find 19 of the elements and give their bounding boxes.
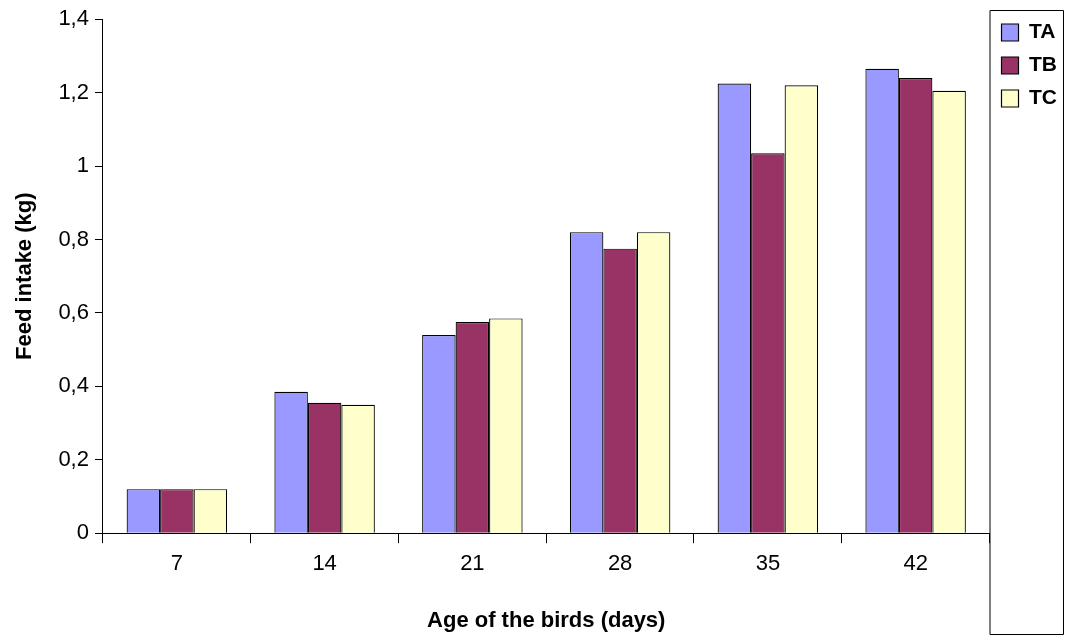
y-tick-label: 0 <box>76 519 89 545</box>
x-tick-label: 28 <box>607 550 633 576</box>
x-tick-label: 7 <box>170 550 183 576</box>
legend-label: TC <box>1029 85 1058 109</box>
x-tick-label: 42 <box>903 550 928 576</box>
y-tick-label: 1,4 <box>58 5 89 31</box>
y-tick-label: 1 <box>76 152 89 178</box>
y-tick-label: 1,2 <box>58 78 89 104</box>
legend-label: TB <box>1029 52 1058 76</box>
legend-label: TA <box>1029 19 1056 43</box>
y-axis-title: Feed intake (kg) <box>11 192 37 360</box>
x-axis-title: Age of the birds (days) <box>427 606 666 632</box>
x-tick-label: 21 <box>460 550 485 576</box>
y-tick-label: 0,8 <box>58 225 89 251</box>
x-tick-label: 35 <box>755 550 781 576</box>
x-tick-label: 14 <box>312 550 337 576</box>
y-tick-label: 0,2 <box>58 445 89 471</box>
y-tick-label: 0,4 <box>58 372 89 398</box>
y-tick-label: 0,6 <box>58 298 89 324</box>
